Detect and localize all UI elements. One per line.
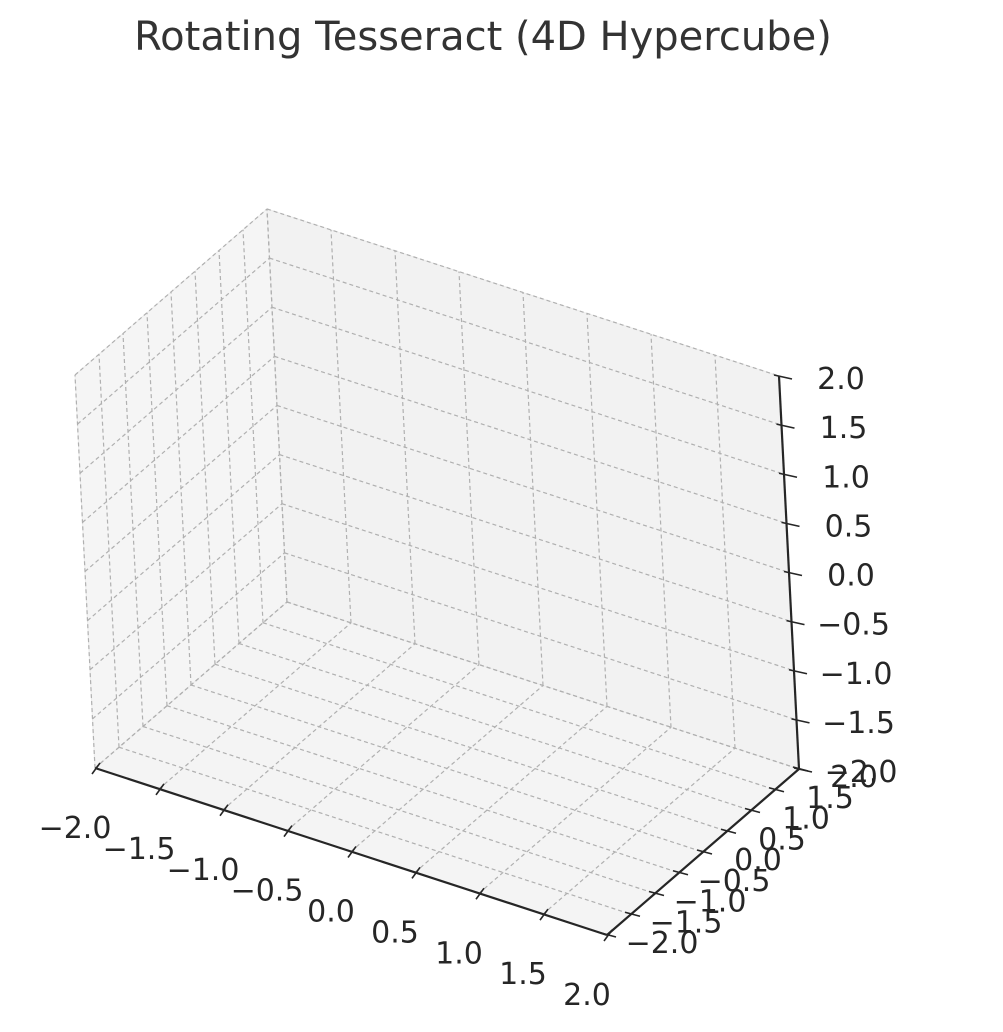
y-tick bbox=[624, 911, 641, 918]
z-tick-label: −2.0 bbox=[825, 755, 898, 790]
grid-line-y-left bbox=[242, 229, 264, 623]
grid-line-z-left bbox=[77, 257, 270, 425]
z-tick-label: −1.5 bbox=[822, 706, 895, 741]
y-tick bbox=[600, 932, 617, 938]
z-tick-label: 1.5 bbox=[820, 411, 868, 446]
x-tick-label: 1.0 bbox=[435, 936, 483, 971]
x-tick-label: 1.5 bbox=[499, 957, 547, 992]
grid-line-z-back bbox=[286, 601, 800, 770]
x-tick bbox=[155, 783, 165, 796]
x-tick-label: 2.0 bbox=[563, 978, 611, 1013]
x-tick-label: −2.0 bbox=[39, 811, 112, 846]
grid-line-z-back bbox=[269, 257, 782, 426]
z-tick bbox=[783, 570, 803, 577]
grid-line-x-floor bbox=[478, 726, 672, 894]
y-tick bbox=[696, 849, 713, 855]
x-tick-label: 0.5 bbox=[371, 915, 419, 950]
y-tick bbox=[768, 786, 785, 793]
x-tick-label: −0.5 bbox=[231, 874, 304, 909]
z-tick-label: −0.5 bbox=[817, 608, 890, 643]
z-tick bbox=[781, 521, 800, 528]
grid-line-z-left bbox=[79, 306, 273, 474]
grid-line-z-left bbox=[84, 405, 278, 572]
x-tick bbox=[219, 804, 229, 817]
x-tick-label: 0.0 bbox=[307, 895, 355, 930]
tick-marks bbox=[91, 374, 813, 942]
grid-line-x-floor bbox=[286, 664, 480, 832]
x-axis-line bbox=[94, 766, 608, 937]
y-tick-label: 0.0 bbox=[734, 843, 782, 878]
grid-line-z-left bbox=[92, 552, 285, 720]
grid-line-z-back bbox=[281, 503, 795, 672]
grid-line-z-back bbox=[266, 208, 780, 377]
grid-line-y-floor bbox=[214, 663, 728, 832]
z-tick bbox=[786, 619, 805, 626]
grid-line-y-left bbox=[194, 271, 216, 665]
y-tick-label: −1.5 bbox=[650, 905, 723, 940]
grid-line-z-left bbox=[74, 208, 268, 376]
y-tick-label: 1.0 bbox=[782, 802, 830, 837]
z-tick-label: 2.0 bbox=[817, 362, 865, 397]
z-tick bbox=[773, 374, 793, 380]
y-tick-label: −1.0 bbox=[674, 885, 747, 920]
x-tick bbox=[91, 762, 101, 775]
z-tick bbox=[791, 718, 810, 724]
grid-line-z-back bbox=[276, 404, 790, 574]
grid-line-z-back bbox=[284, 552, 797, 721]
grid-line-y-floor bbox=[118, 746, 632, 915]
x-tick bbox=[539, 908, 549, 921]
z-tick-label: 1.0 bbox=[822, 460, 870, 495]
z-tick bbox=[776, 423, 795, 429]
z-tick-label: −1.0 bbox=[820, 657, 893, 692]
y-tick-label: −0.5 bbox=[698, 864, 771, 899]
grid-line-x-back bbox=[650, 334, 672, 728]
grid-line-y-floor bbox=[262, 622, 776, 791]
chart-title: Rotating Tesseract (4D Hypercube) bbox=[134, 14, 832, 60]
grid-line-y-floor bbox=[142, 725, 656, 895]
grid-line-z-left bbox=[94, 601, 288, 769]
grid-lines bbox=[74, 208, 800, 936]
grid-line-y-left bbox=[146, 312, 168, 706]
y-tick bbox=[744, 807, 761, 814]
z-tick bbox=[778, 472, 798, 479]
y-tick bbox=[720, 828, 737, 835]
grid-line-z-back bbox=[271, 306, 785, 475]
grid-line-x-floor bbox=[158, 622, 352, 790]
x-tick bbox=[411, 866, 421, 879]
z-tick bbox=[788, 668, 808, 675]
x-tick bbox=[283, 825, 293, 838]
x-tick bbox=[475, 887, 485, 900]
grid-line-z-left bbox=[82, 355, 275, 523]
grid-line-z-back bbox=[274, 355, 787, 524]
y-tick-label: 2.0 bbox=[830, 760, 878, 795]
grid-line-z-left bbox=[89, 503, 283, 671]
grid-line-y-floor bbox=[166, 705, 680, 874]
y-tick-label: −2.0 bbox=[626, 926, 699, 961]
tick-labels: −2.0−1.5−1.0−0.50.00.51.01.52.0−2.0−1.5−… bbox=[39, 362, 898, 1013]
z-tick bbox=[793, 767, 813, 773]
grid-line-y-floor bbox=[190, 684, 704, 853]
z-tick-label: 0.0 bbox=[827, 559, 875, 594]
y-tick bbox=[648, 890, 665, 897]
grid-line-z-back bbox=[279, 454, 792, 623]
x-tick-label: −1.0 bbox=[167, 853, 240, 888]
z-tick-label: 0.5 bbox=[825, 509, 873, 544]
y-tick-label: 0.5 bbox=[758, 822, 806, 857]
y-tick-label: 1.5 bbox=[806, 781, 854, 816]
grid-line-x-back bbox=[330, 229, 352, 623]
grid-line-x-back bbox=[458, 271, 480, 665]
y-tick bbox=[672, 869, 689, 876]
axis-panes bbox=[74, 207, 800, 936]
grid-line-y-floor bbox=[238, 642, 752, 812]
x-tick bbox=[347, 846, 357, 858]
grid-line-z-left bbox=[87, 454, 280, 622]
x-tick-label: −1.5 bbox=[103, 832, 176, 867]
